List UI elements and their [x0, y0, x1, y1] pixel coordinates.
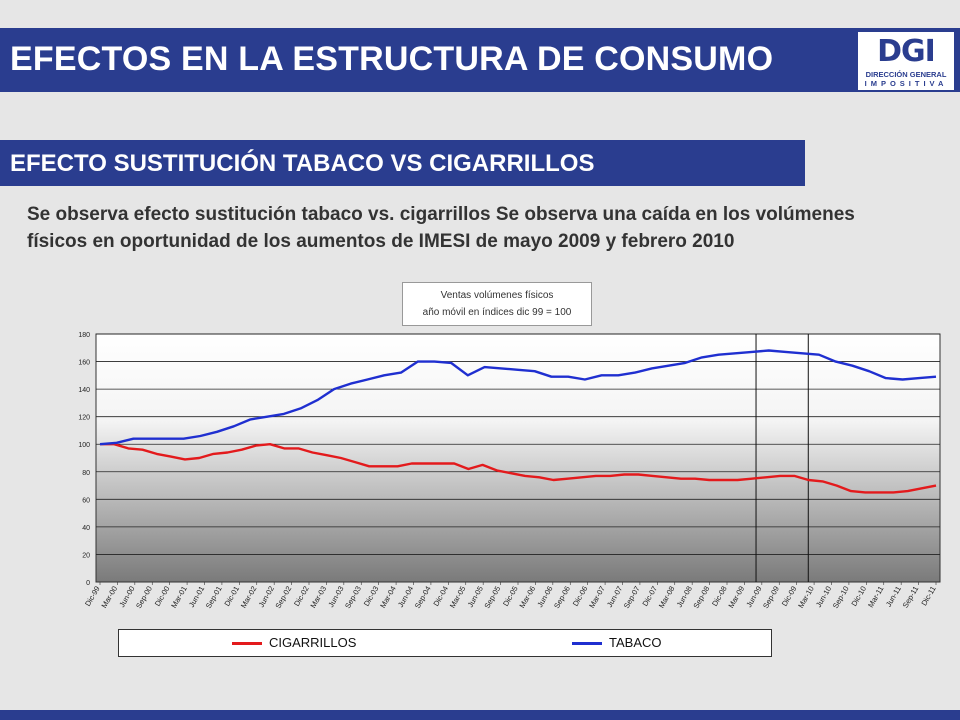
chart-legend: CIGARRILLOS TABACO: [118, 629, 772, 657]
logo-mark: DGI: [877, 34, 936, 69]
legend-label-tabaco: TABACO: [609, 635, 662, 650]
x-tick-label: Sep-01: [204, 585, 224, 610]
legend-swatch-cigarrillos: [232, 642, 262, 645]
x-tick-label: Sep-08: [691, 585, 711, 610]
x-tick-label: Mar-01: [169, 585, 189, 610]
plot-area: [95, 333, 941, 583]
y-tick-label: 20: [82, 552, 90, 559]
x-tick-label: Mar-10: [796, 585, 816, 610]
x-tick-label: Sep-04: [413, 585, 433, 610]
x-tick-label: Mar-04: [378, 585, 398, 610]
x-tick-label: Sep-11: [901, 585, 921, 610]
x-tick-label: Mar-08: [657, 585, 677, 610]
x-tick-label: Mar-05: [448, 585, 468, 610]
top-rule: [0, 0, 960, 28]
series-line-cigarrillos: [100, 442, 937, 494]
y-tick-label: 120: [78, 415, 90, 422]
y-tick-label: 160: [78, 360, 90, 367]
x-tick-label: Mar-03: [308, 585, 328, 610]
y-tick-label: 0: [86, 580, 90, 587]
dgi-logo: DGI DIRECCIÓN GENERAL IMPOSITIVA: [858, 32, 954, 90]
x-tick-label: Sep-09: [761, 585, 781, 610]
logo-line-2: IMPOSITIVA: [864, 79, 948, 88]
legend-label-cigarrillos: CIGARRILLOS: [269, 635, 357, 650]
logo-line-1: DIRECCIÓN GENERAL: [865, 70, 947, 79]
chart: 0 20 40 60 80 100 120 140 160 180 Dic-99 Mar-00 Jun-…: [60, 320, 950, 652]
title-bar: [0, 28, 960, 92]
x-tick-label: Mar-00: [99, 585, 119, 610]
x-tick-label: Sep-06: [552, 585, 572, 610]
chart-svg: 020406080100120140160180Dic-99Mar-00Jun-…: [78, 332, 941, 610]
x-tick-label: Sep-05: [482, 585, 502, 610]
x-tick-label: Dic-11: [919, 585, 937, 608]
x-tick-label: Mar-07: [587, 585, 607, 610]
y-tick-label: 40: [82, 525, 90, 532]
page-title: EFECTOS EN LA ESTRUCTURA DE CONSUMO: [10, 40, 774, 78]
section-bar: [0, 140, 805, 186]
y-tick-label: 140: [78, 387, 90, 394]
x-tick-label: Sep-07: [622, 585, 642, 610]
chart-title-box: Ventas volúmenes físicos año móvil en ín…: [402, 282, 592, 326]
x-tick-label: Sep-02: [273, 585, 293, 610]
bottom-bar: [0, 710, 960, 720]
x-tick-label: Sep-03: [343, 585, 363, 610]
legend-swatch-tabaco: [572, 642, 602, 645]
y-tick-label: 60: [82, 497, 90, 504]
x-tick-label: Mar-11: [866, 585, 885, 610]
x-tick-label: Mar-02: [239, 585, 259, 610]
x-tick-label: Mar-06: [517, 585, 537, 610]
body-paragraph: Se observa efecto sustitución tabaco vs.…: [27, 204, 855, 252]
y-tick-label: 80: [82, 470, 90, 477]
x-tick-label: Sep-00: [134, 585, 154, 610]
chart-title-line-1: Ventas volúmenes físicos: [440, 290, 554, 301]
x-tick-label: Sep-10: [831, 585, 851, 610]
x-tick-label: Mar-09: [726, 585, 746, 610]
series-line-tabaco: [99, 349, 937, 446]
chart-title-line-2: año móvil en índices dic 99 = 100: [422, 307, 572, 318]
section-title: EFECTO SUSTITUCIÓN TABACO VS CIGARRILLOS: [10, 150, 595, 177]
y-tick-label: 100: [78, 442, 90, 449]
y-tick-label: 180: [78, 332, 90, 339]
